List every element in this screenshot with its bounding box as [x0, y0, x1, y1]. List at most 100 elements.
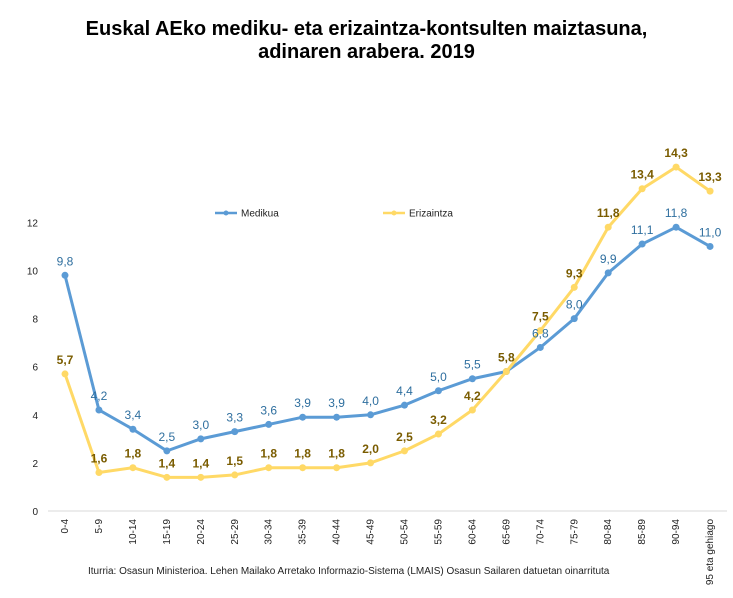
data-label-erizaintza: 9,3	[566, 266, 583, 280]
data-label-erizaintza: 1,5	[226, 454, 243, 468]
data-point-medikua	[367, 411, 375, 419]
data-label-medikua: 3,4	[125, 408, 142, 422]
x-tick-label: 70-74	[535, 519, 546, 545]
x-tick-label: 90-94	[671, 519, 682, 545]
data-point-medikua	[672, 223, 680, 231]
data-point-medikua	[706, 242, 714, 250]
data-point-medikua	[468, 375, 476, 383]
data-label-erizaintza: 5,7	[57, 353, 74, 367]
y-tick-label: 10	[27, 267, 39, 278]
data-point-medikua	[638, 240, 646, 248]
data-point-erizaintza	[265, 464, 273, 472]
chart-title: Euskal AEko mediku- eta erizaintza-konts…	[0, 18, 733, 64]
data-label-erizaintza: 13,3	[698, 170, 722, 184]
data-point-medikua	[265, 420, 273, 428]
data-point-erizaintza	[231, 471, 239, 479]
legend-label-medikua: Medikua	[241, 209, 279, 220]
series-line-erizaintza	[63, 165, 711, 479]
data-label-medikua: 3,9	[294, 396, 311, 410]
data-label-medikua: 2,5	[159, 430, 176, 444]
data-label-erizaintza: 5,8	[498, 351, 515, 365]
data-point-erizaintza	[299, 464, 307, 472]
data-point-erizaintza	[672, 163, 680, 171]
data-point-erizaintza	[333, 464, 341, 472]
data-point-erizaintza	[604, 223, 612, 231]
data-point-erizaintza	[570, 283, 578, 291]
data-label-medikua: 3,0	[192, 418, 209, 432]
data-label-medikua: 4,2	[91, 389, 108, 403]
data-point-erizaintza	[129, 464, 137, 472]
data-label-erizaintza: 2,5	[396, 430, 413, 444]
data-point-erizaintza	[95, 469, 103, 477]
data-point-erizaintza	[536, 327, 544, 335]
x-tick-label: 75-79	[569, 519, 580, 545]
data-point-medikua	[604, 269, 612, 277]
y-axis: 0 2 4 6 8 10 12	[27, 218, 39, 518]
data-label-erizaintza: 1,8	[328, 447, 345, 461]
legend-marker-erizaintza	[391, 210, 397, 216]
data-label-medikua: 4,0	[362, 394, 379, 408]
data-point-erizaintza	[61, 370, 69, 378]
data-point-medikua	[570, 315, 578, 323]
data-point-medikua	[95, 406, 103, 414]
data-label-erizaintza: 1,8	[125, 447, 142, 461]
data-label-medikua: 3,9	[328, 396, 345, 410]
data-label-erizaintza: 14,3	[664, 146, 688, 160]
data-point-medikua	[401, 401, 408, 409]
data-label-medikua: 11,1	[631, 223, 654, 237]
data-label-medikua: 9,9	[600, 252, 617, 266]
data-label-erizaintza: 3,2	[430, 413, 447, 427]
data-label-erizaintza: 4,2	[464, 389, 481, 403]
data-point-medikua	[197, 435, 205, 443]
source-note: Iturria: Osasun Ministerioa. Lehen Maila…	[88, 566, 610, 577]
x-tick-label: 45-49	[366, 519, 377, 545]
data-point-erizaintza	[401, 447, 408, 455]
data-point-medikua	[61, 271, 69, 279]
x-tick-label: 15-19	[162, 519, 173, 545]
data-point-erizaintza	[197, 473, 205, 481]
data-label-erizaintza: 1,6	[91, 452, 108, 466]
x-tick-label: 60-64	[467, 519, 478, 545]
data-point-medikua	[129, 425, 137, 433]
data-label-medikua: 3,3	[226, 411, 243, 425]
series-line-medikua	[63, 225, 711, 453]
x-tick-label: 50-54	[400, 519, 411, 545]
data-label-medikua: 4,4	[396, 384, 413, 398]
data-label-erizaintza: 2,0	[362, 442, 379, 456]
x-tick-label: 80-84	[603, 519, 614, 545]
y-tick-label: 4	[32, 411, 38, 422]
legend-marker-medikua	[223, 210, 229, 216]
data-label-medikua: 3,6	[260, 403, 277, 417]
data-point-erizaintza	[468, 406, 476, 414]
x-tick-label: 40-44	[332, 519, 343, 545]
x-tick-label: 30-34	[264, 519, 275, 545]
data-point-medikua	[163, 447, 171, 455]
legend-label-erizaintza: Erizaintza	[409, 209, 453, 220]
data-label-medikua: 6,8	[532, 326, 549, 340]
y-tick-label: 0	[32, 507, 38, 518]
data-label-erizaintza: 7,5	[532, 310, 549, 324]
chart-title-line-2: adinaren arabera. 2019	[258, 41, 475, 63]
data-label-medikua: 9,8	[57, 254, 74, 268]
data-point-medikua	[231, 428, 239, 436]
data-point-medikua	[299, 413, 307, 421]
data-label-erizaintza: 1,8	[294, 447, 311, 461]
x-tick-label: 20-24	[196, 519, 207, 545]
data-point-erizaintza	[434, 430, 442, 438]
data-point-erizaintza	[163, 473, 171, 481]
x-tick-label: 25-29	[230, 519, 241, 545]
data-point-erizaintza	[367, 459, 375, 467]
data-point-erizaintza	[706, 187, 714, 195]
chart-title-line-1: Euskal AEko mediku- eta erizaintza-konts…	[85, 18, 648, 40]
data-label-erizaintza: 1,8	[260, 447, 277, 461]
y-tick-label: 6	[32, 363, 38, 374]
y-tick-label: 12	[27, 218, 39, 229]
data-label-erizaintza: 13,4	[630, 168, 654, 182]
x-tick-label: 55-59	[433, 519, 444, 545]
x-tick-label: 95 eta gehiago	[705, 519, 716, 586]
data-label-erizaintza: 1,4	[159, 456, 176, 470]
data-label-erizaintza: 1,4	[192, 456, 209, 470]
data-label-medikua: 11,8	[665, 206, 688, 220]
x-axis: 0-4 5-9 10-14 15-19 20-24 25-29 30-34 35-39 40-4…	[48, 510, 728, 586]
